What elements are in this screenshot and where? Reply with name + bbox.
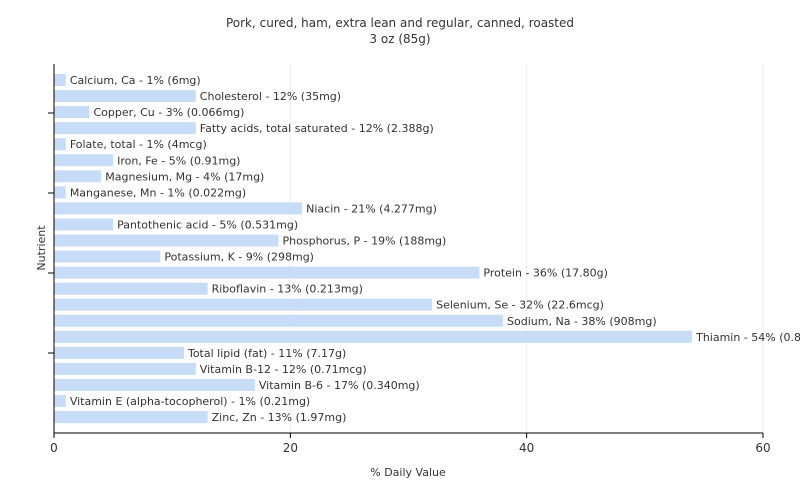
bar-label: Fatty acids, total saturated - 12% (2.38… xyxy=(200,122,434,135)
bar xyxy=(54,202,303,215)
x-tick-label: 40 xyxy=(519,441,534,455)
bar xyxy=(54,138,66,151)
bar xyxy=(54,362,196,375)
bars: Calcium, Ca - 1% (6mg) Cholesterol - 12% … xyxy=(54,74,800,424)
bar-label: Zinc, Zn - 13% (1.97mg) xyxy=(212,411,347,424)
bar xyxy=(54,395,66,407)
bar-label: Total lipid (fat) - 11% (7.17g) xyxy=(187,347,346,360)
bar-label: Copper, Cu - 3% (0.066mg) xyxy=(93,106,244,119)
x-tick-label: 20 xyxy=(283,441,298,455)
bar-label: Vitamin E (alpha-tocopherol) - 1% (0.21m… xyxy=(70,395,310,408)
bar-label: Riboflavin - 13% (0.213mg) xyxy=(212,283,363,296)
bar xyxy=(54,330,693,343)
bar-label: Selenium, Se - 32% (22.6mcg) xyxy=(436,299,604,312)
bar xyxy=(54,234,279,247)
bar-label: Manganese, Mn - 1% (0.022mg) xyxy=(70,186,246,199)
y-axis-title: Nutrient xyxy=(35,225,48,271)
chart-title: Pork, cured, ham, extra lean and regular… xyxy=(225,16,575,30)
axes: 0 20 40 60 xyxy=(48,64,771,455)
bar xyxy=(54,298,433,311)
bar xyxy=(54,74,66,86)
bar xyxy=(54,378,255,391)
bar-label: Niacin - 21% (4.277mg) xyxy=(306,202,437,215)
bar-label: Vitamin B-6 - 17% (0.340mg) xyxy=(259,379,420,392)
bar xyxy=(54,90,196,103)
x-axis-title: % Daily Value xyxy=(370,466,446,479)
bar-label: Magnesium, Mg - 4% (17mg) xyxy=(105,170,264,183)
bar xyxy=(54,122,196,135)
bar-label: Cholesterol - 12% (35mg) xyxy=(200,90,341,103)
bar-label: Potassium, K - 9% (298mg) xyxy=(164,251,314,264)
grid-lines xyxy=(289,64,764,433)
chart-subtitle: 3 oz (85g) xyxy=(369,32,431,46)
bar-label: Pantothenic acid - 5% (0.531mg) xyxy=(117,218,298,231)
bar xyxy=(54,186,66,199)
bar-label: Protein - 36% (17.80g) xyxy=(483,267,608,280)
bar xyxy=(54,218,114,231)
bar-label: Iron, Fe - 5% (0.91mg) xyxy=(117,154,240,167)
bar xyxy=(54,314,504,327)
bar-label: Sodium, Na - 38% (908mg) xyxy=(507,315,657,328)
bar xyxy=(54,282,208,295)
bar-label: Thiamin - 54% (0.817mg) xyxy=(695,331,800,344)
bar xyxy=(54,154,114,167)
bar-label: Phosphorus, P - 19% (188mg) xyxy=(283,235,447,248)
bar xyxy=(54,106,90,119)
x-tick-label: 60 xyxy=(755,441,770,455)
bar xyxy=(54,170,102,183)
bar xyxy=(54,411,208,424)
x-tick-label: 0 xyxy=(50,441,58,455)
bar-label: Calcium, Ca - 1% (6mg) xyxy=(70,74,201,87)
bar xyxy=(54,346,184,359)
bar-label: Folate, total - 1% (4mcg) xyxy=(70,138,207,151)
bar xyxy=(54,250,161,263)
bar xyxy=(54,266,480,279)
bar-label: Vitamin B-12 - 12% (0.71mcg) xyxy=(200,363,367,376)
